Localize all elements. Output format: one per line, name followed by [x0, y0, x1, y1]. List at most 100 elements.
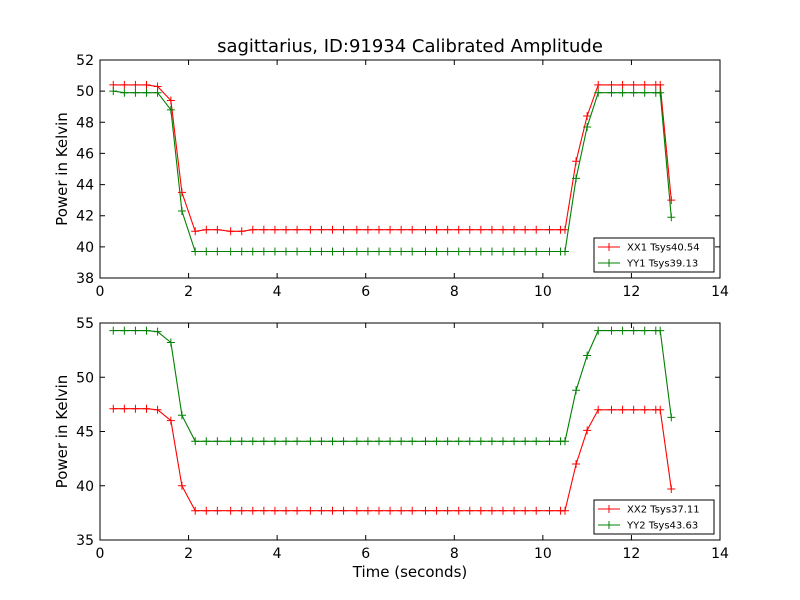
data-point-marker	[397, 247, 406, 256]
data-point-marker	[202, 506, 211, 515]
data-point-marker	[408, 437, 417, 446]
data-point-marker	[561, 247, 569, 256]
data-point-marker	[421, 437, 430, 446]
legend-marker	[605, 259, 613, 267]
data-point-marker	[375, 437, 383, 446]
data-point-marker	[545, 437, 554, 446]
data-point-marker	[476, 225, 485, 234]
x-tick-label: 6	[361, 284, 370, 300]
data-point-marker	[142, 80, 151, 89]
data-point-marker	[656, 326, 665, 335]
data-point-marker	[386, 247, 395, 256]
data-point-marker	[191, 506, 200, 515]
data-point-marker	[282, 437, 290, 446]
data-point-marker	[191, 437, 200, 446]
data-point-marker	[618, 88, 627, 97]
data-point-marker	[656, 88, 665, 97]
data-point-marker	[629, 326, 638, 335]
data-point-marker	[532, 437, 541, 446]
data-point-marker	[237, 247, 246, 256]
x-tick-label: 10	[534, 284, 552, 300]
data-point-marker	[213, 437, 222, 446]
data-point-marker	[131, 326, 140, 335]
data-point-marker	[594, 80, 603, 89]
data-point-marker	[259, 225, 268, 234]
data-point-marker	[618, 326, 627, 335]
x-tick-label: 0	[96, 546, 105, 562]
data-point-marker	[487, 247, 496, 256]
data-point-marker	[237, 506, 246, 515]
data-point-marker	[259, 506, 268, 515]
data-point-marker	[248, 506, 257, 515]
data-point-marker	[153, 88, 162, 97]
data-point-marker	[339, 247, 348, 256]
legend-box	[593, 237, 715, 273]
legend-label: XX1 Tsys40.54	[627, 243, 700, 254]
data-point-marker	[640, 326, 649, 335]
data-point-marker	[583, 112, 592, 121]
legend-label: YY1 Tsys39.13	[626, 259, 698, 270]
data-point-marker	[408, 247, 417, 256]
data-point-marker	[191, 227, 200, 236]
data-point-marker	[363, 225, 372, 234]
data-point-marker	[339, 225, 348, 234]
series-line-1-0	[113, 408, 672, 512]
data-point-marker	[259, 437, 268, 446]
data-point-marker	[386, 225, 395, 234]
data-point-marker	[510, 437, 519, 446]
x-tick-label: 6	[361, 546, 370, 562]
data-point-marker	[375, 247, 383, 256]
data-point-marker	[213, 247, 222, 256]
data-point-marker	[166, 338, 175, 347]
data-point-marker	[293, 506, 302, 515]
legend: XX1 Tsys40.54 YY1 Tsys39.13	[593, 237, 715, 273]
data-point-marker	[510, 225, 519, 234]
data-point-marker	[213, 506, 222, 515]
data-point-marker	[352, 225, 361, 234]
y-tick-label: 40	[76, 240, 94, 256]
data-point-marker	[226, 506, 235, 515]
data-point-marker	[363, 506, 372, 515]
data-point-marker	[120, 88, 129, 97]
data-point-marker	[270, 225, 279, 234]
x-tick-label: 4	[273, 284, 282, 300]
data-point-marker	[545, 225, 554, 234]
data-point-marker	[270, 247, 279, 256]
data-point-marker	[328, 225, 337, 234]
y-tick-label: 46	[76, 146, 94, 162]
data-point-marker	[177, 207, 186, 216]
y-tick-label: 55	[76, 316, 94, 332]
series-line-0-0	[113, 84, 672, 232]
data-point-marker	[339, 506, 348, 515]
data-point-marker	[521, 506, 530, 515]
data-point-marker	[328, 247, 337, 256]
x-tick-label: 0	[96, 284, 105, 300]
data-point-marker	[561, 225, 569, 234]
data-point-marker	[629, 405, 638, 414]
data-point-marker	[476, 506, 485, 515]
data-point-marker	[487, 437, 496, 446]
x-tick-label: 2	[184, 546, 193, 562]
data-point-marker	[166, 105, 175, 114]
data-point-marker	[499, 437, 507, 446]
y-axis-label: Power in Kelvin	[53, 112, 71, 226]
y-tick-label: 45	[76, 425, 94, 441]
data-point-marker	[317, 247, 326, 256]
x-axis-label: Time (seconds)	[352, 563, 468, 581]
data-point-marker	[465, 247, 474, 256]
data-point-marker	[583, 426, 592, 435]
data-point-marker	[237, 227, 246, 236]
data-point-marker	[120, 326, 129, 335]
data-point-marker	[607, 405, 616, 414]
data-point-marker	[487, 506, 496, 515]
data-point-marker	[607, 326, 616, 335]
data-point-marker	[202, 437, 211, 446]
data-point-marker	[629, 88, 638, 97]
data-point-marker	[454, 437, 463, 446]
y-tick-label: 50	[76, 84, 94, 100]
data-point-marker	[226, 247, 235, 256]
data-point-marker	[120, 404, 129, 413]
data-point-marker	[352, 247, 361, 256]
data-point-marker	[153, 405, 162, 414]
